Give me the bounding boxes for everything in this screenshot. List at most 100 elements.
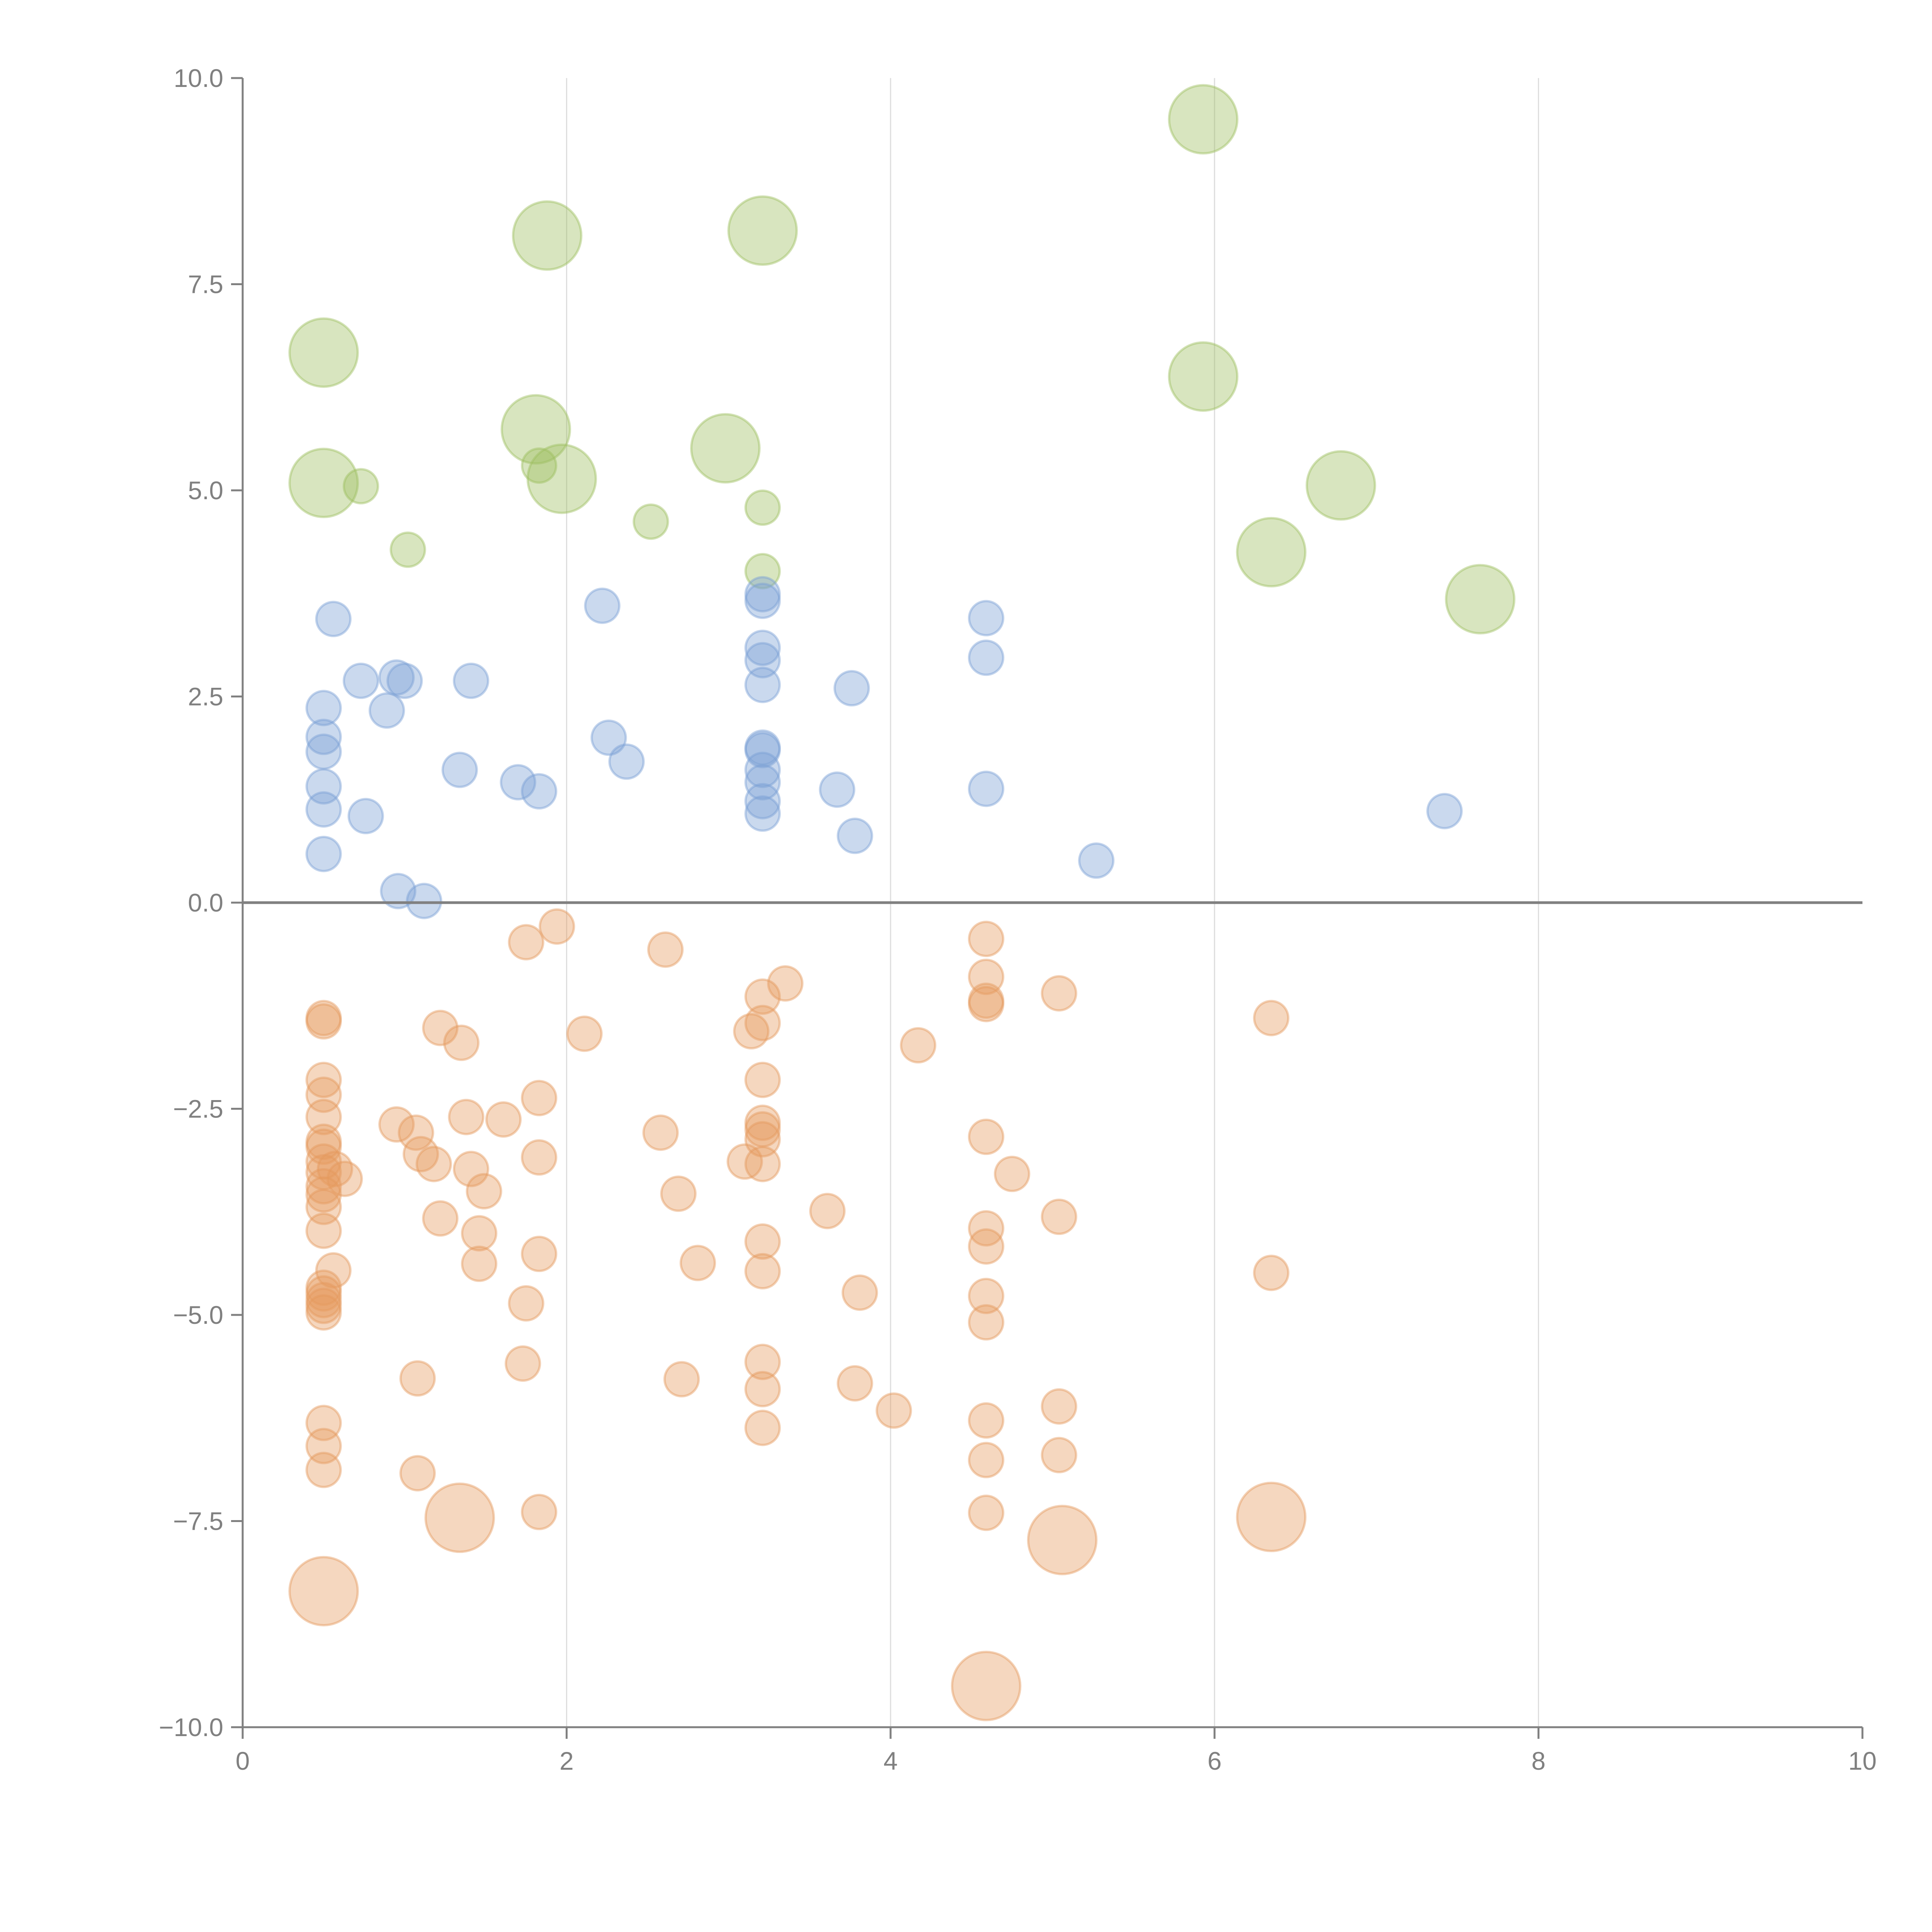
- data-point-orange: [305, 1452, 342, 1488]
- data-point-blue: [305, 768, 342, 805]
- data-point-orange: [415, 1146, 452, 1182]
- data-point-orange: [663, 1361, 700, 1398]
- data-point-blue: [744, 582, 781, 619]
- data-point-blue: [744, 764, 781, 801]
- x-tick-label: 8: [1531, 1747, 1546, 1775]
- data-point-blue: [744, 729, 781, 766]
- data-point-orange: [968, 986, 1005, 1022]
- data-point-green: [1305, 450, 1376, 521]
- data-point-orange: [876, 1392, 912, 1429]
- data-point-orange: [461, 1245, 498, 1282]
- data-point-orange: [837, 1365, 873, 1402]
- data-point-orange: [744, 1121, 781, 1158]
- data-point-orange: [305, 1168, 342, 1205]
- data-point-orange: [744, 1005, 781, 1041]
- data-point-green: [512, 200, 583, 271]
- data-point-orange: [305, 1282, 342, 1318]
- data-point-orange: [508, 1285, 544, 1322]
- data-point-blue: [368, 692, 405, 729]
- data-point-orange: [466, 1173, 502, 1209]
- y-tick-label: −2.5: [173, 1095, 223, 1123]
- data-point-orange: [305, 1154, 342, 1190]
- data-point-blue: [1426, 793, 1463, 830]
- data-point-blue: [315, 600, 352, 638]
- data-point-blue: [744, 629, 781, 666]
- data-point-blue: [968, 770, 1005, 807]
- data-point-orange: [642, 1114, 679, 1151]
- data-point-orange: [443, 1024, 480, 1061]
- data-point-orange: [968, 958, 1005, 995]
- data-point-orange: [744, 1410, 781, 1446]
- data-point-orange: [305, 1213, 342, 1249]
- data-point-green: [744, 489, 781, 526]
- data-point-blue: [837, 818, 873, 854]
- y-tick-label: −10.0: [159, 1713, 223, 1742]
- data-point-orange: [403, 1136, 439, 1172]
- axes: 0 2 4 6 8 10 10.0 7.5 5.0 2.5 0.0 −2.5 −5.0 −7.5 −10.0: [159, 64, 1877, 1775]
- y-tick-label: −5.0: [173, 1301, 223, 1329]
- data-point-orange: [566, 1015, 603, 1052]
- data-point-orange: [305, 1176, 342, 1213]
- data-point-orange: [305, 1405, 342, 1441]
- data-point-blue: [305, 791, 342, 828]
- data-point-orange: [305, 1000, 342, 1036]
- data-point-orange: [968, 1118, 1005, 1155]
- y-tick-label: 0.0: [188, 888, 223, 917]
- data-point-orange: [951, 1651, 1022, 1721]
- x-tick-label: 0: [236, 1747, 250, 1775]
- data-point-blue: [406, 883, 442, 919]
- data-point-blue: [833, 670, 870, 707]
- data-point-green: [1236, 517, 1307, 588]
- data-point-orange: [305, 1061, 342, 1098]
- data-point-orange: [521, 1080, 558, 1116]
- data-point-orange: [744, 1104, 781, 1141]
- y-tick-label: 2.5: [188, 682, 223, 711]
- data-point-blue: [744, 732, 781, 769]
- data-point-blue: [305, 718, 342, 755]
- data-point-orange: [305, 1143, 342, 1180]
- data-point-orange: [1253, 1000, 1290, 1036]
- data-point-orange: [968, 1210, 1005, 1247]
- data-point-orange: [842, 1274, 878, 1311]
- data-point-orange: [452, 1151, 490, 1187]
- data-point-orange: [305, 1077, 342, 1113]
- data-point-blue: [521, 773, 558, 810]
- data-point-green: [500, 394, 571, 465]
- data-points: [288, 84, 1515, 1721]
- data-point-green: [288, 317, 359, 388]
- data-point-orange: [539, 908, 575, 945]
- data-point-orange: [378, 1106, 415, 1143]
- data-point-orange: [448, 1099, 485, 1135]
- data-point-orange: [968, 1442, 1005, 1478]
- y-tick-label: 7.5: [188, 270, 223, 299]
- data-point-orange: [461, 1215, 498, 1252]
- data-point-orange: [485, 1101, 522, 1138]
- data-point-orange: [1253, 1255, 1290, 1291]
- data-point-blue: [386, 662, 423, 699]
- data-point-green: [526, 443, 597, 514]
- data-point-orange: [1236, 1481, 1307, 1553]
- data-point-blue: [744, 642, 781, 679]
- data-point-orange: [968, 1277, 1005, 1315]
- data-point-green: [521, 447, 558, 484]
- data-point-orange: [315, 1252, 352, 1289]
- data-point-blue: [968, 639, 1005, 676]
- data-point-orange: [305, 1189, 342, 1225]
- data-point-blue: [744, 667, 781, 703]
- data-point-orange: [968, 1495, 1005, 1531]
- data-point-orange: [305, 1123, 342, 1160]
- data-point-orange: [744, 1223, 781, 1260]
- data-point-blue: [380, 873, 417, 910]
- data-point-orange: [424, 1482, 495, 1553]
- data-point-orange: [508, 924, 544, 961]
- data-point-orange: [399, 1360, 436, 1397]
- data-point-orange: [305, 1099, 342, 1135]
- data-point-blue: [590, 719, 627, 756]
- data-point-blue: [500, 764, 536, 801]
- data-point-blue: [441, 752, 478, 788]
- data-point-orange: [422, 1200, 459, 1237]
- data-point-blue: [608, 743, 645, 780]
- data-point-orange: [398, 1114, 434, 1151]
- data-point-orange: [660, 1175, 697, 1212]
- data-point-orange: [305, 1287, 342, 1324]
